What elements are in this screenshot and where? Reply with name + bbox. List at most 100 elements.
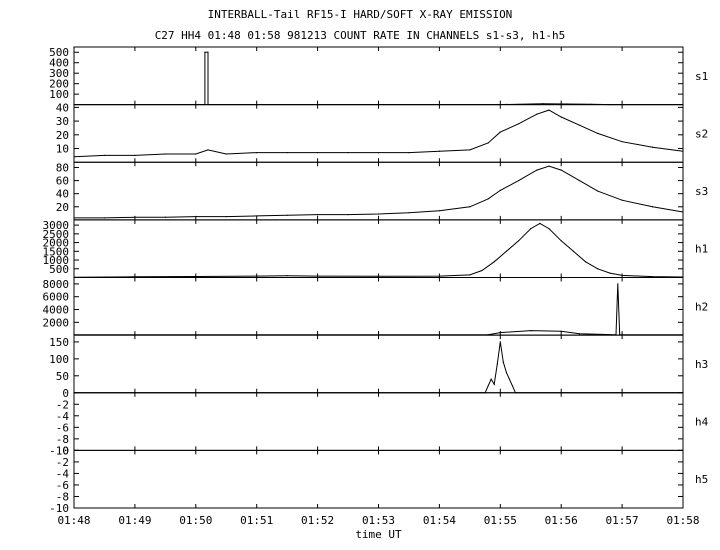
data-point-s3 [517,179,520,182]
data-point-s3 [682,211,684,213]
data-point-s3 [408,212,410,214]
data-point-h1 [481,269,483,272]
data-point-s3 [73,217,75,219]
data-point-s2 [438,150,440,152]
x-tick-label: 01:48 [57,514,90,527]
x-tick-label: 01:56 [545,514,578,527]
data-point-s1 [542,103,544,105]
data-point-h3 [496,363,498,365]
data-point-s1 [207,51,209,53]
x-tick-label: 01:54 [423,514,456,527]
x-tick-label: 01:58 [666,514,699,527]
data-point-h2 [530,330,532,332]
data-point-h1 [438,275,440,277]
data-point-s3 [597,190,599,192]
data-point-s2 [548,109,550,111]
y-tick-label-h5: -10 [49,502,69,515]
y-tick-label-s3: 60 [56,175,69,188]
data-point-s2 [621,141,623,143]
series-line-s1 [74,51,683,106]
y-tick-label-h1: 500 [49,263,69,276]
data-point-h1 [609,272,611,274]
channel-label-h5: h5 [695,473,708,486]
y-tick-label-h4: -10 [49,444,69,457]
x-tick-label: 01:49 [118,514,151,527]
channel-label-s3: s3 [695,185,708,198]
x-tick-label: 01:57 [606,514,639,527]
data-point-h3 [505,371,507,374]
data-point-s2 [164,153,166,155]
y-tick-label-h1: 1500 [43,245,70,258]
data-point-s2 [536,113,538,115]
data-point-h1 [469,274,471,276]
data-point-s3 [377,213,380,215]
y-tick-label-h5: 0 [62,444,69,457]
data-point-h3 [499,341,501,343]
y-tick-label-h4: -2 [56,398,69,411]
x-tick-label: 01:53 [362,514,395,527]
panel-frame-s3 [73,161,684,221]
y-tick-label-h2: 4000 [43,304,70,317]
data-point-s2 [103,154,106,156]
data-point-s2 [651,146,654,148]
data-point-h1 [195,275,197,278]
y-tick-label-h2: 2000 [43,316,70,329]
data-point-s2 [317,152,319,154]
data-point-h1 [584,261,587,263]
panel-frame-h2 [73,277,684,336]
data-point-s2 [487,142,489,144]
data-point-h1 [539,222,541,224]
x-tick-label: 01:51 [240,514,273,527]
panel-frame-h5 [73,449,684,509]
x-tick-label: 01:52 [301,514,334,527]
data-point-s1 [204,51,206,53]
y-tick-label-s2: 40 [56,101,69,114]
y-tick-label-h3: 100 [49,353,69,366]
y-tick-label-h5: -2 [56,456,69,469]
data-point-s2 [499,131,501,133]
data-point-h1 [530,228,532,230]
series-line-s2 [73,109,684,158]
data-point-s2 [560,116,562,118]
y-tick-label-s3: 20 [56,201,69,214]
data-point-s2 [134,154,136,156]
data-point-h1 [597,268,599,270]
x-axis-label: time UT [355,528,402,541]
y-tick-label-h4: -6 [56,421,69,434]
data-point-h1 [505,250,507,252]
y-tick-label-s1: 100 [49,88,69,101]
y-tick-label-h1: 1000 [43,254,70,267]
data-point-s2 [682,150,684,152]
data-point-s2 [469,149,471,151]
y-tick-label-h3: 50 [56,370,69,383]
data-point-s2 [73,156,75,158]
data-point-s3 [438,210,440,212]
data-point-s3 [317,214,319,216]
data-point-s3 [487,198,489,200]
data-point-s3 [578,179,581,182]
y-tick-label-s3: 80 [56,161,69,174]
data-point-s2 [377,152,380,154]
data-point-h1 [517,240,520,242]
y-tick-label-s2: 20 [56,129,69,142]
data-point-s3 [651,206,654,208]
data-point-h3 [502,361,504,363]
channel-label-s1: s1 [695,70,708,83]
channel-label-s2: s2 [695,127,708,140]
x-tick-label: 01:55 [484,514,517,527]
data-point-s2 [207,149,209,151]
data-point-s3 [103,217,106,219]
series-line-h2 [73,283,684,336]
data-point-h3 [490,378,492,380]
data-point-s2 [256,152,258,154]
y-tick-label-s1: 400 [49,57,69,70]
data-point-h1 [317,275,319,277]
data-point-h1 [560,240,562,242]
y-tick-label-h4: -4 [56,410,70,423]
data-point-s3 [469,206,471,208]
data-point-s2 [517,123,520,125]
y-tick-label-h3: 150 [49,336,69,349]
data-point-h1 [286,275,288,277]
y-tick-label-s2: 10 [56,143,69,156]
